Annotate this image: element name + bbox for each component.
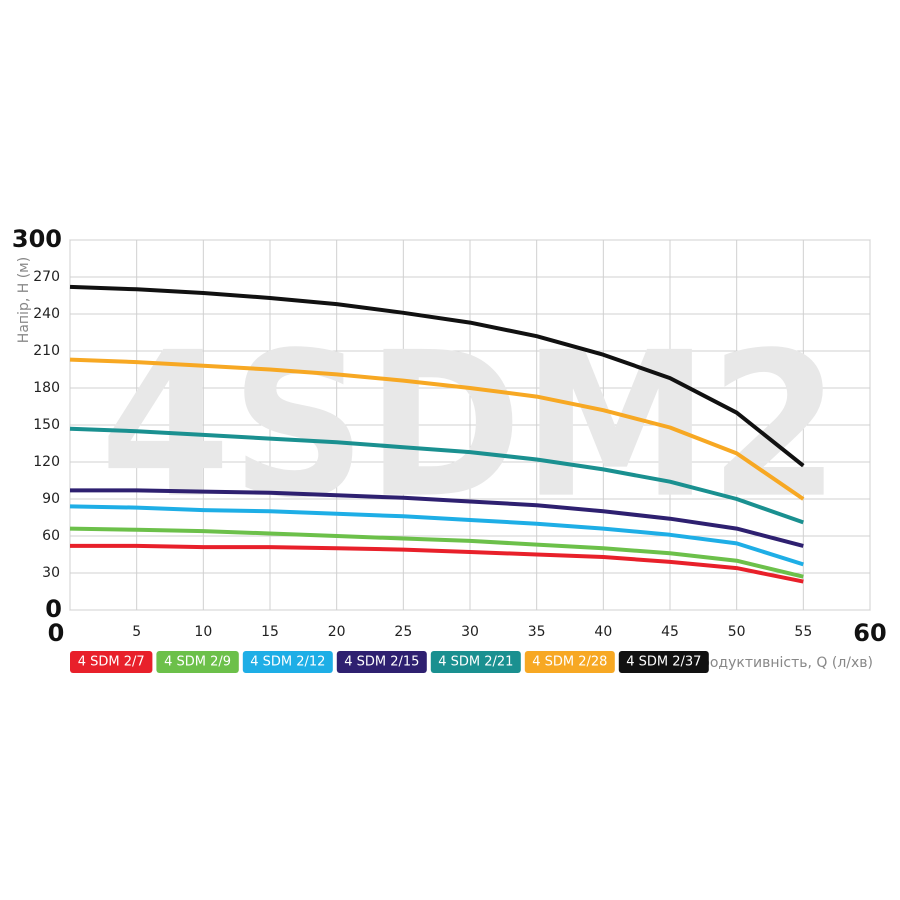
y-tick-label: 90	[42, 491, 60, 507]
x-tick-label: 5	[132, 624, 141, 640]
legend-label: 4 SDM 2/15	[344, 655, 419, 670]
legend-swatch	[156, 651, 239, 673]
x-tick-label: 35	[528, 624, 546, 640]
legend-label: 4 SDM 2/28	[532, 655, 607, 670]
series-line	[69, 357, 805, 501]
legend-item: 4 SDM 2/15	[336, 651, 427, 673]
legend-label: 4 SDM 2/7	[78, 655, 145, 670]
series-line	[69, 504, 804, 567]
x-tick-label: 10	[194, 624, 212, 640]
x-tick-label: 50	[728, 624, 746, 640]
legend-label: 4 SDM 2/37	[626, 655, 701, 670]
legend-swatch	[70, 651, 153, 673]
legend-label: 4 SDM 2/12	[250, 655, 325, 670]
series-line	[69, 526, 804, 579]
x-tick-label: 30	[461, 624, 479, 640]
series-line	[70, 543, 804, 584]
y-tick-label: 150	[33, 417, 60, 433]
x-tick-label: 45	[661, 624, 679, 640]
y-tick-label: 180	[33, 380, 60, 396]
legend-swatch	[430, 651, 521, 673]
x-tick-label: 40	[594, 624, 612, 640]
series-line	[69, 426, 804, 525]
y-tick-label: 30	[42, 565, 60, 581]
x-tick-label: 15	[261, 624, 279, 640]
x-tick-label: 55	[794, 624, 812, 640]
x-axis-label: Продуктивність, Q (л/хв)	[690, 655, 873, 671]
legend-label: 4 SDM 2/21	[438, 655, 513, 670]
legend-item: 4 SDM 2/9	[156, 651, 239, 673]
watermark: 4SDM2	[100, 310, 840, 543]
legend-item: 4 SDM 2/21	[430, 651, 521, 673]
legend-label: 4 SDM 2/9	[164, 655, 231, 670]
y-tick-label: 300	[12, 225, 62, 253]
legend-swatch	[618, 651, 709, 673]
y-tick-label: 60	[42, 528, 60, 544]
legend-swatch	[336, 651, 427, 673]
x-tick-label: 0	[48, 619, 65, 647]
legend-item: 4 SDM 2/7	[70, 651, 153, 673]
y-tick-label: 270	[33, 269, 60, 285]
x-tick-label: 60	[853, 619, 886, 647]
legend-item: 4 SDM 2/12	[242, 651, 333, 673]
y-axis-label: Напір, Н (м)	[16, 257, 32, 343]
legend-item: 4 SDM 2/37	[618, 651, 709, 673]
x-tick-label: 20	[328, 624, 346, 640]
legend-item: 4 SDM 2/28	[524, 651, 615, 673]
legend-swatch	[242, 651, 333, 673]
legend-swatch	[524, 651, 615, 673]
series-line	[69, 284, 805, 468]
y-tick-label: 210	[33, 343, 60, 359]
y-tick-label: 240	[33, 306, 60, 322]
x-tick-label: 25	[394, 624, 412, 640]
series-line	[70, 488, 804, 548]
y-tick-label: 0	[45, 595, 62, 623]
y-tick-label: 120	[33, 454, 60, 470]
